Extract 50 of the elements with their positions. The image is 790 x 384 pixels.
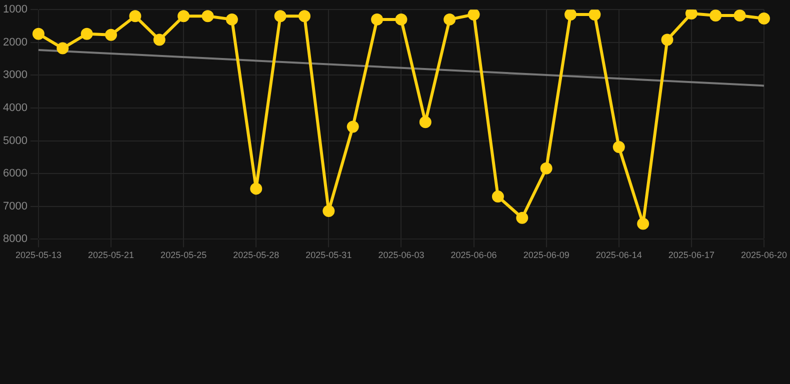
point xyxy=(540,162,552,174)
point xyxy=(322,204,335,217)
x-tick-label: 2025-06-14 xyxy=(596,250,642,260)
point xyxy=(492,190,504,203)
point xyxy=(80,28,93,40)
point xyxy=(129,10,142,22)
point xyxy=(395,13,408,26)
point xyxy=(734,10,746,22)
point xyxy=(685,10,698,20)
point xyxy=(153,34,166,46)
point xyxy=(56,42,69,54)
y-tick-label: 7000 xyxy=(2,200,28,212)
x-tick-label: 2025-05-13 xyxy=(15,250,62,260)
point xyxy=(710,10,722,22)
point xyxy=(468,10,480,21)
point xyxy=(371,13,384,26)
y-tick-label: 5000 xyxy=(2,134,28,147)
point xyxy=(346,120,359,133)
point xyxy=(32,28,44,40)
point xyxy=(202,10,214,22)
point xyxy=(444,13,456,26)
point xyxy=(250,182,262,195)
point xyxy=(298,10,310,22)
x-tick-label: 2025-05-25 xyxy=(160,250,207,260)
y-tick-label: 3000 xyxy=(2,69,28,82)
y-tick-label: 6000 xyxy=(2,168,28,180)
point xyxy=(274,10,286,22)
y-tick-label: 2000 xyxy=(2,36,28,48)
x-tick-label: 2025-05-31 xyxy=(306,250,352,260)
point xyxy=(516,212,528,224)
y-tick-label: 1000 xyxy=(2,4,28,16)
y-tick-label: 4000 xyxy=(2,102,28,114)
point xyxy=(178,10,190,22)
x-tick-label: 2025-05-21 xyxy=(88,250,134,260)
point xyxy=(419,116,432,128)
point xyxy=(105,28,118,41)
x-tick-label: 2025-06-09 xyxy=(523,250,570,260)
x-tick-label: 2025-05-28 xyxy=(233,250,280,260)
point xyxy=(612,141,625,154)
point xyxy=(758,12,770,24)
point xyxy=(637,218,650,230)
point xyxy=(226,13,238,26)
y-tick-label: 8000 xyxy=(2,233,28,246)
point xyxy=(564,10,577,21)
x-tick-label: 2025-06-17 xyxy=(668,250,714,260)
x-tick-label: 2025-06-03 xyxy=(378,250,424,260)
x-tick-label: 2025-06-06 xyxy=(450,250,497,260)
x-tick-label: 2025-06-20 xyxy=(740,250,788,260)
point xyxy=(588,10,601,21)
point xyxy=(661,34,674,46)
